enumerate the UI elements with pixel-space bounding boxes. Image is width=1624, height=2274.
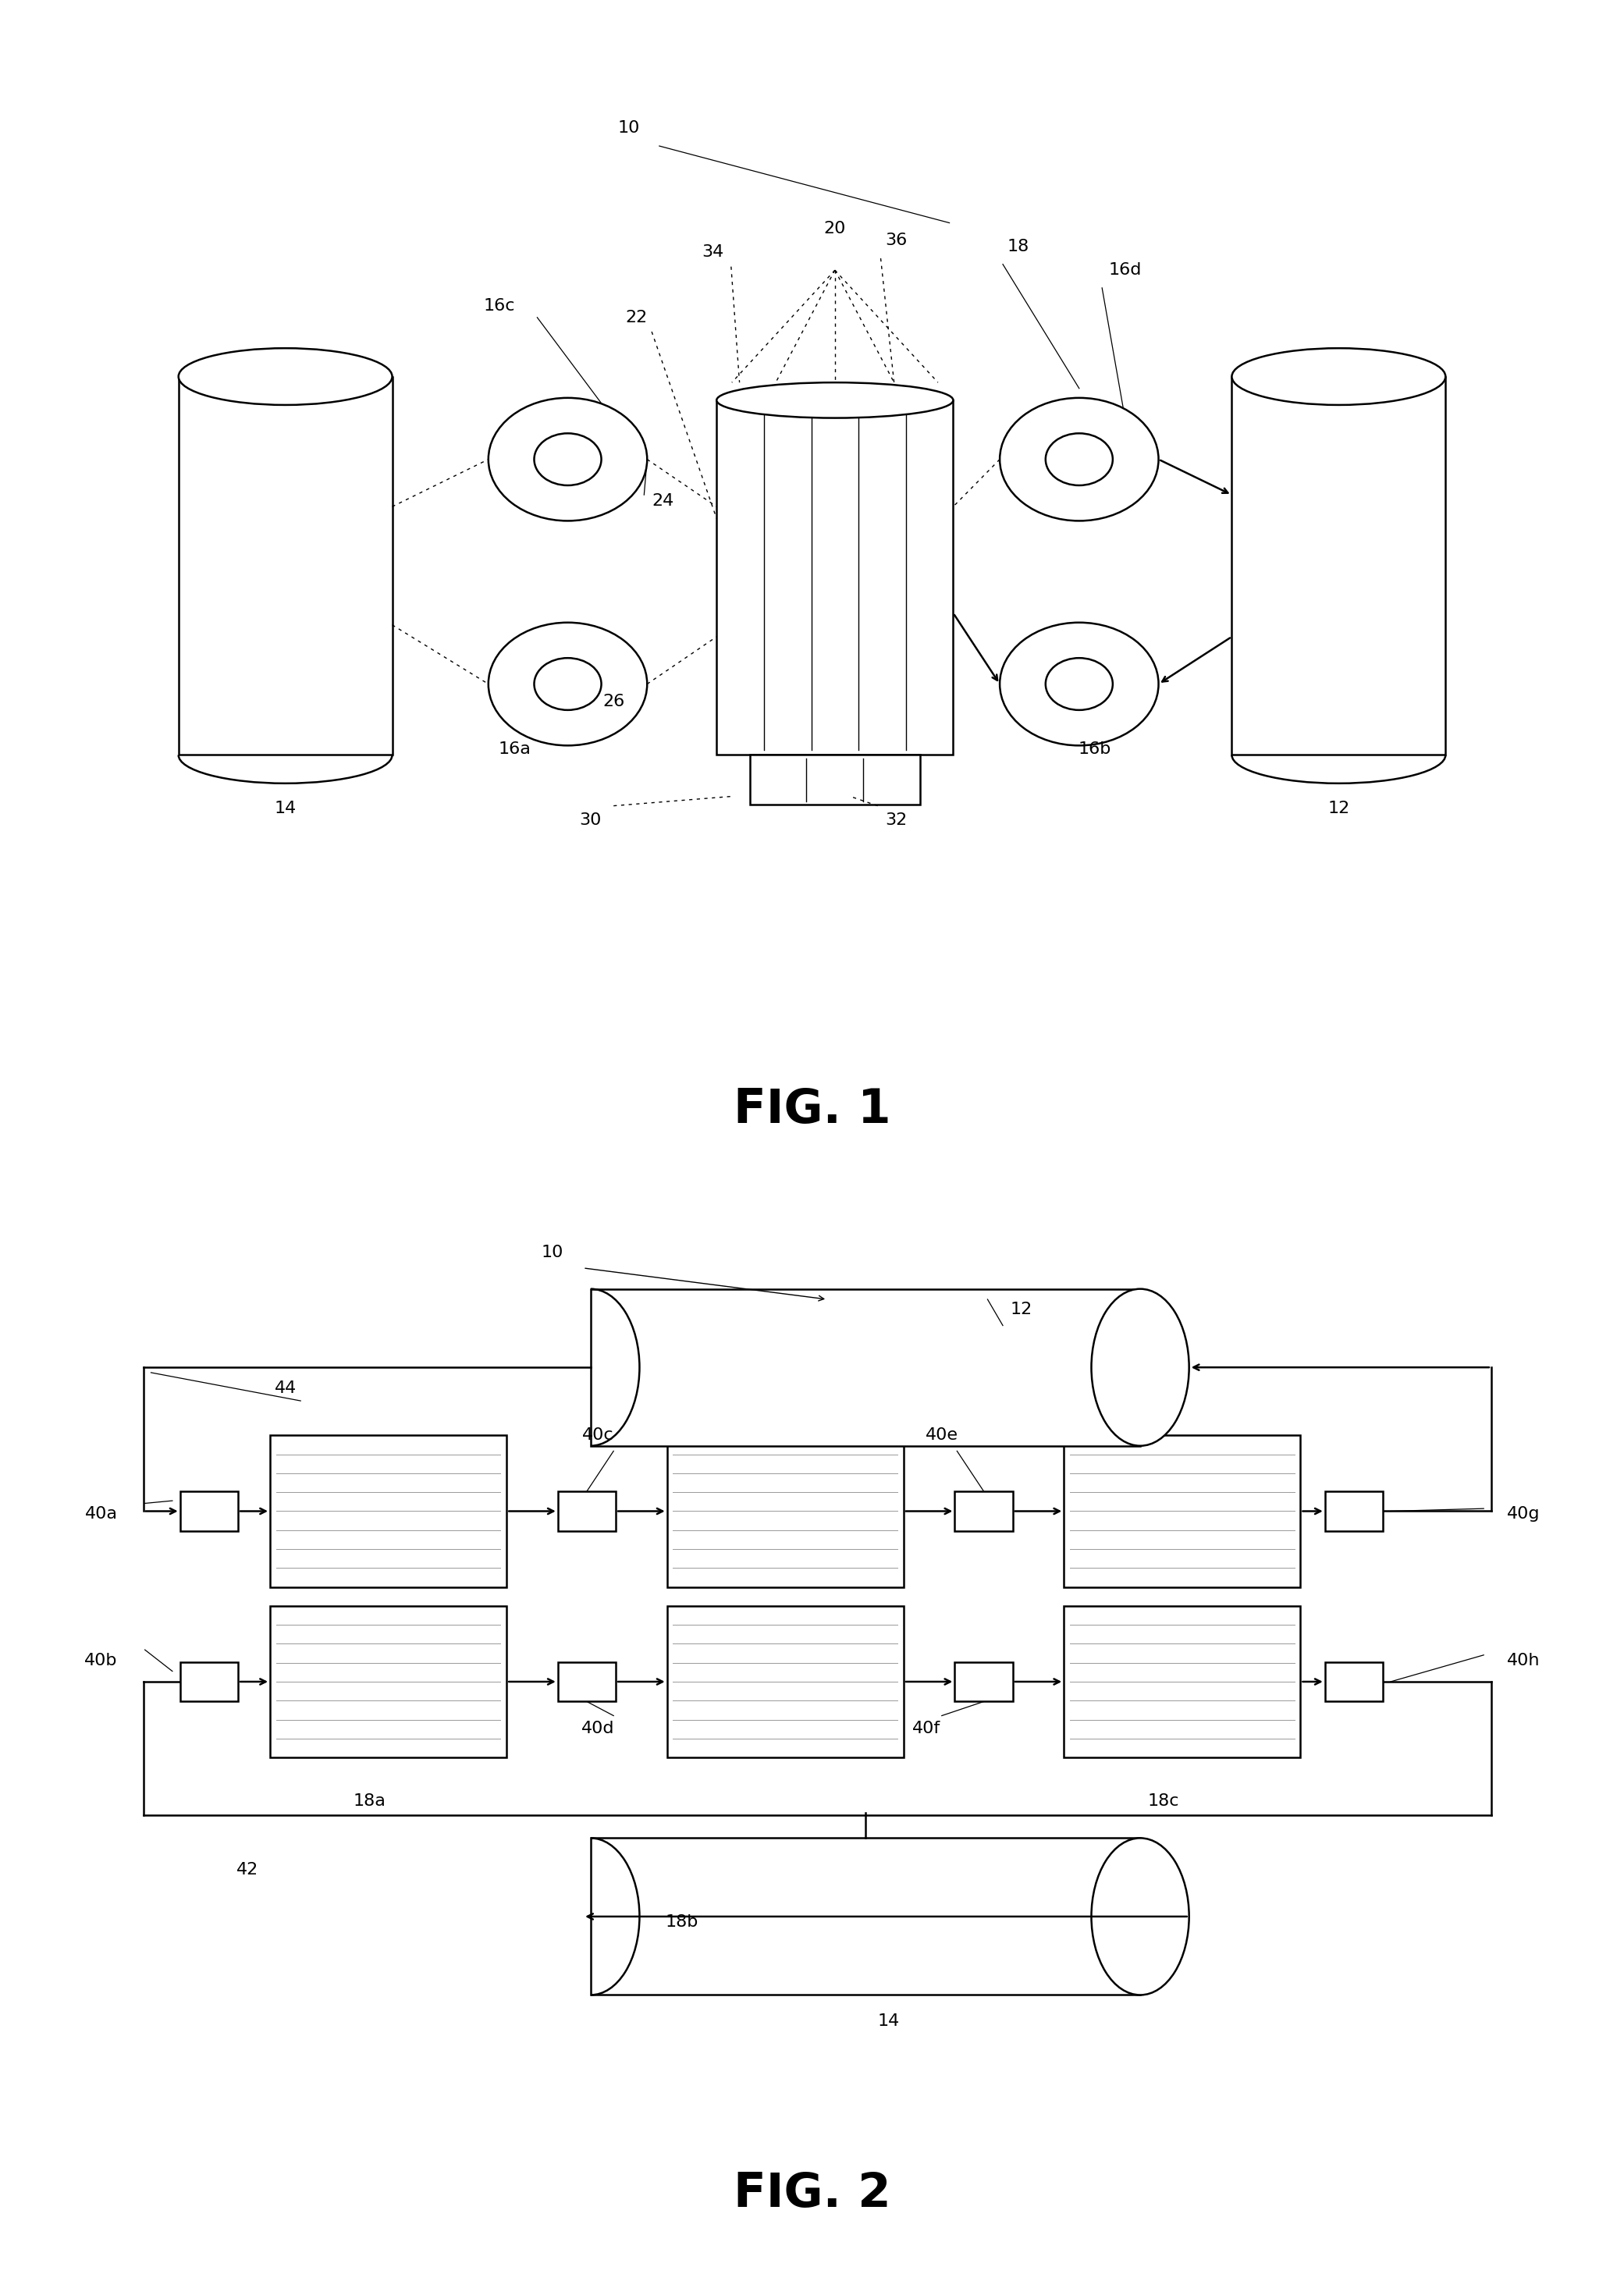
Text: 32: 32 xyxy=(885,812,906,828)
Circle shape xyxy=(1000,623,1158,746)
Bar xyxy=(1325,1662,1384,1701)
Bar xyxy=(716,400,953,755)
Text: 16a: 16a xyxy=(499,741,531,757)
Circle shape xyxy=(534,657,601,709)
Text: 30: 30 xyxy=(580,812,603,828)
Text: 22: 22 xyxy=(625,309,648,325)
Bar xyxy=(667,1605,903,1758)
Text: 16b: 16b xyxy=(1078,741,1111,757)
Ellipse shape xyxy=(716,382,953,418)
Text: 18: 18 xyxy=(1007,239,1030,255)
Text: 26: 26 xyxy=(603,694,625,709)
Bar xyxy=(955,1492,1013,1530)
Text: 20: 20 xyxy=(823,221,846,236)
Text: 24: 24 xyxy=(651,493,674,509)
Text: 10: 10 xyxy=(617,121,640,136)
Text: 12: 12 xyxy=(1010,1303,1033,1317)
Text: 16c: 16c xyxy=(484,298,515,314)
Bar xyxy=(179,377,393,755)
Circle shape xyxy=(489,623,646,746)
Text: 40e: 40e xyxy=(926,1428,958,1444)
Bar xyxy=(955,1662,1013,1701)
Bar xyxy=(557,1662,615,1701)
Ellipse shape xyxy=(1091,1289,1189,1446)
Text: 18b: 18b xyxy=(666,1915,698,1931)
Text: 16d: 16d xyxy=(1109,262,1142,277)
Ellipse shape xyxy=(1091,1837,1189,1994)
Bar xyxy=(1233,377,1445,755)
Text: 18c: 18c xyxy=(1147,1794,1179,1810)
Bar xyxy=(591,1289,1140,1446)
Text: 34: 34 xyxy=(702,246,724,259)
Text: FIG. 2: FIG. 2 xyxy=(734,2172,890,2217)
Circle shape xyxy=(1046,434,1112,484)
Bar xyxy=(1325,1492,1384,1530)
Text: 40f: 40f xyxy=(913,1721,940,1735)
Bar xyxy=(1064,1435,1301,1587)
Text: 10: 10 xyxy=(541,1244,564,1260)
Text: 18a: 18a xyxy=(352,1794,385,1810)
Circle shape xyxy=(489,398,646,521)
Text: 44: 44 xyxy=(274,1380,296,1396)
Circle shape xyxy=(534,434,601,484)
Text: 40b: 40b xyxy=(84,1653,117,1669)
Bar xyxy=(270,1605,507,1758)
Text: 42: 42 xyxy=(235,1862,258,1878)
Bar xyxy=(180,1662,239,1701)
Circle shape xyxy=(1046,657,1112,709)
Bar xyxy=(591,1837,1140,1994)
Bar xyxy=(270,1435,507,1587)
Bar xyxy=(750,755,921,805)
Text: 40d: 40d xyxy=(581,1721,615,1735)
Bar xyxy=(557,1492,615,1530)
Text: 40h: 40h xyxy=(1507,1653,1540,1669)
Text: 36: 36 xyxy=(885,232,906,248)
Bar xyxy=(1064,1605,1301,1758)
Ellipse shape xyxy=(179,348,393,405)
Bar xyxy=(667,1435,903,1587)
Bar xyxy=(180,1492,239,1530)
Text: 40g: 40g xyxy=(1507,1505,1540,1521)
Circle shape xyxy=(1000,398,1158,521)
Text: FIG. 1: FIG. 1 xyxy=(734,1087,890,1132)
Text: 12: 12 xyxy=(1328,800,1350,816)
Text: 40c: 40c xyxy=(583,1428,614,1444)
Text: 40a: 40a xyxy=(84,1505,117,1521)
Text: 14: 14 xyxy=(274,800,296,816)
Text: 14: 14 xyxy=(877,2012,900,2028)
Ellipse shape xyxy=(1231,348,1445,405)
